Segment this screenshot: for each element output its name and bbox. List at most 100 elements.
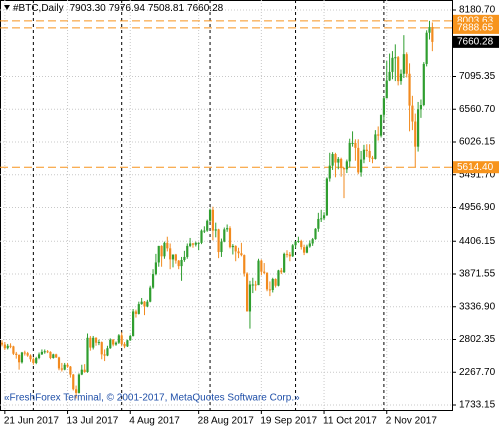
candle-body (228, 228, 232, 248)
candle-body (211, 209, 214, 231)
y-tick-label: 2267.70 (459, 367, 496, 378)
candle-body (377, 134, 380, 136)
candle-body (100, 342, 103, 355)
candle-body (9, 345, 12, 347)
candle-body (285, 253, 289, 255)
candle-body (325, 178, 328, 216)
candle-body (431, 26, 434, 42)
candle-body (191, 243, 195, 245)
candle-body (419, 104, 423, 110)
candle-body (134, 311, 138, 314)
candle-body (123, 343, 126, 347)
header-icon (4, 5, 10, 10)
y-tick-label: 6560.70 (459, 104, 496, 115)
candle-body (263, 271, 266, 273)
candle-body (49, 351, 52, 359)
candle-body (320, 218, 323, 220)
candle-body (411, 105, 414, 122)
candle-body (234, 245, 237, 252)
candle-body (277, 270, 280, 286)
separators (32, 0, 385, 410)
current-price-box (453, 35, 499, 48)
candle-body (208, 209, 212, 221)
candle-body (57, 357, 61, 369)
grid (0, 0, 452, 410)
candle-body (428, 26, 431, 33)
candle-body (69, 366, 72, 375)
candle-body (0, 342, 4, 345)
candle-body (194, 242, 197, 245)
candle-body (385, 80, 388, 99)
candle-body (394, 57, 397, 59)
candle-body (294, 241, 297, 246)
candle-body (265, 272, 269, 290)
chart-title: #BTC,Daily (13, 3, 64, 14)
candle-body (297, 241, 300, 243)
candle-body (305, 246, 309, 253)
x-tick-label: 19 Sep 2017 (260, 416, 317, 427)
copyright: «FreshForex Terminal, © 2001-2017, MetaQ… (4, 393, 300, 404)
candle-body (379, 114, 383, 136)
candle-body (12, 346, 15, 354)
candles (0, 20, 434, 399)
price-level-label: 5614.40 (457, 162, 494, 173)
candle-body (86, 337, 89, 373)
candle-body (248, 284, 252, 312)
candle-body (66, 364, 69, 367)
candle-body (308, 243, 311, 247)
candle-body (337, 158, 340, 163)
candle-body (171, 254, 175, 260)
candle-body (240, 253, 243, 256)
candle-body (114, 342, 118, 345)
candle-body (382, 98, 385, 115)
header-value: 7903.30 (70, 3, 107, 14)
candle-body (200, 230, 203, 243)
candle-body (60, 368, 63, 370)
candle-body (166, 242, 169, 249)
candle-body (271, 278, 274, 291)
candle-body (254, 284, 257, 286)
candle-body (303, 247, 306, 253)
candle-body (183, 256, 186, 260)
candle-body (399, 73, 403, 82)
candle-body (63, 364, 66, 370)
plot-frame (0, 0, 453, 411)
candle-body (157, 245, 160, 263)
candle-body (345, 161, 348, 170)
candle-body (260, 260, 263, 272)
price-level-box (453, 14, 499, 27)
candle-body (391, 57, 394, 72)
x-tick-label: 4 Aug 2017 (129, 416, 180, 427)
y-tick-label: 6026.15 (459, 137, 496, 148)
candle-body (149, 287, 152, 302)
candle-body (97, 342, 100, 344)
x-tick-label: 2 Nov 2017 (386, 416, 438, 427)
candle-body (300, 241, 303, 248)
candle-body (140, 301, 143, 305)
candle-body (311, 239, 314, 244)
candle-body (283, 253, 286, 273)
candle-body (317, 218, 320, 229)
candle-body (354, 142, 357, 148)
candle-body (15, 353, 18, 355)
axes: 8180.70 7095.35 6560.70 6026.15 5491.70 4956.… (4, 5, 499, 427)
candle-body (408, 73, 411, 106)
y-tick-label: 7095.35 (459, 71, 496, 82)
price-level-label: 8003.63 (457, 15, 494, 26)
candle-body (55, 354, 58, 358)
candle-body (291, 245, 294, 257)
price-levels (0, 20, 452, 168)
candle-body (425, 32, 428, 64)
candle-body (351, 142, 354, 144)
candle-body (94, 337, 98, 343)
candle-body (29, 355, 32, 360)
candle-body (334, 154, 337, 163)
candle-body (72, 374, 75, 390)
y-tick-label: 8180.70 (459, 5, 496, 16)
candle-body (288, 254, 291, 257)
candle-body (226, 228, 229, 230)
candle-body (340, 158, 343, 169)
candle-body (109, 339, 112, 349)
candle-body (23, 352, 26, 354)
